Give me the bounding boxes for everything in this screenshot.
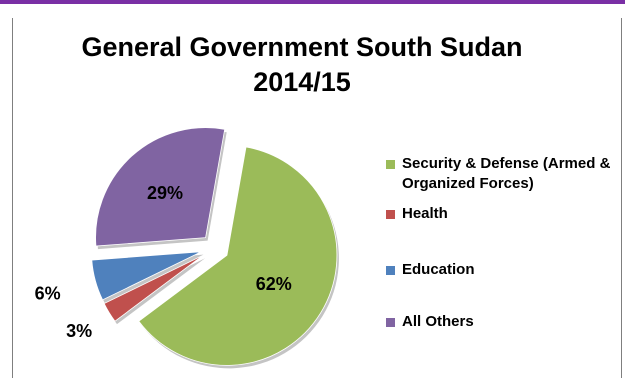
- chart-border-left: [12, 18, 13, 378]
- legend-swatch-health: [386, 210, 395, 219]
- legend-label-health: Health: [402, 205, 448, 222]
- pie-slice-health: [103, 254, 204, 322]
- top-accent-bar: [0, 0, 625, 4]
- legend-label-all-others: All Others: [402, 313, 474, 330]
- chart-border-right: [621, 18, 622, 378]
- legend-label-security: Security & Defense (Armed & Organized Fo…: [402, 155, 611, 192]
- pie-data-labels: 62% 3%6% 29%: [35, 183, 292, 341]
- legend-item-health: Health: [386, 204, 612, 224]
- chart-title-line-2: 2014/15: [253, 67, 351, 97]
- pie-slice-all-others: [95, 127, 226, 247]
- legend-item-all-others: All Others: [386, 312, 612, 332]
- data-label-all-others: 29%: [147, 183, 183, 203]
- legend-item-education: Education: [386, 260, 612, 280]
- legend-swatch-all-others: [386, 318, 395, 327]
- legend-label-education: Education: [402, 261, 475, 278]
- legend-swatch-security: [386, 160, 395, 169]
- pie-slices: [91, 127, 339, 369]
- data-label-education: 6%: [35, 284, 61, 304]
- pie-slice-security: [138, 146, 338, 366]
- data-label-health: 3%: [66, 321, 92, 341]
- chart-title: General Government South Sudan 2014/15: [22, 30, 582, 100]
- pie-slice-education: [91, 251, 202, 301]
- chart-title-line-1: General Government South Sudan: [81, 32, 523, 62]
- legend-item-security: Security & Defense (Armed & Organized Fo…: [386, 154, 612, 194]
- data-label-security: 62%: [256, 274, 292, 294]
- legend-swatch-education: [386, 266, 395, 275]
